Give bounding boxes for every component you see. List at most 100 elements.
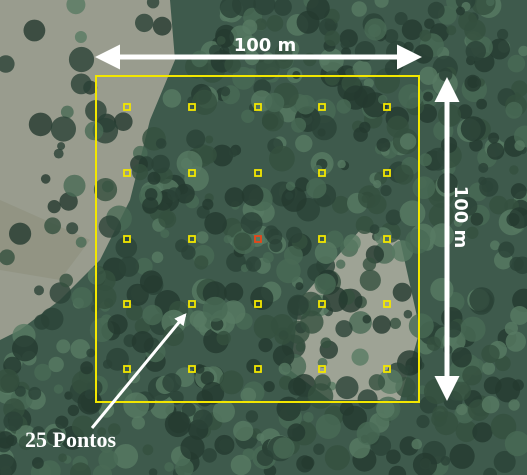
- tree: [135, 14, 153, 32]
- tree: [508, 399, 519, 410]
- tree: [464, 75, 481, 92]
- tree: [427, 337, 441, 351]
- tree: [288, 295, 309, 316]
- tree: [256, 433, 264, 441]
- tree: [423, 92, 433, 102]
- tree: [58, 453, 67, 462]
- tree: [54, 149, 64, 159]
- tree: [460, 317, 485, 342]
- tree: [404, 310, 413, 319]
- tree: [441, 456, 451, 466]
- tree: [370, 224, 380, 234]
- tree: [482, 362, 495, 375]
- tree: [163, 89, 182, 108]
- tree: [262, 109, 284, 131]
- tree: [335, 320, 352, 337]
- tree: [456, 7, 465, 16]
- tree: [75, 31, 87, 43]
- tree: [325, 445, 350, 470]
- tree: [148, 172, 161, 185]
- tree: [295, 135, 312, 152]
- tree: [488, 133, 499, 144]
- tree: [316, 414, 341, 439]
- tree: [3, 412, 23, 432]
- tree: [393, 283, 412, 302]
- tree: [34, 314, 49, 329]
- tree: [233, 421, 253, 441]
- tree: [267, 229, 283, 245]
- tree: [378, 95, 387, 104]
- tree: [481, 345, 499, 363]
- tree: [498, 242, 514, 258]
- tree: [400, 200, 426, 226]
- tree: [195, 364, 205, 374]
- tree: [225, 187, 245, 207]
- tree: [416, 415, 429, 428]
- tree: [205, 136, 213, 144]
- tree: [265, 93, 285, 113]
- tree: [103, 360, 112, 369]
- tree: [390, 318, 401, 329]
- tree: [295, 282, 303, 290]
- tree: [258, 338, 272, 352]
- tree: [360, 270, 381, 291]
- tree: [142, 305, 162, 325]
- tree: [419, 153, 432, 166]
- tree: [152, 251, 164, 263]
- tree: [194, 255, 208, 269]
- tree: [367, 195, 387, 215]
- tree: [59, 274, 73, 288]
- tree: [153, 17, 172, 36]
- tree: [300, 311, 323, 334]
- tree: [414, 44, 434, 64]
- tree: [514, 140, 525, 151]
- tree: [165, 411, 191, 437]
- tree: [156, 138, 167, 149]
- tree: [405, 229, 430, 254]
- tree: [368, 24, 381, 37]
- tree: [99, 215, 121, 237]
- tree: [80, 361, 93, 374]
- tree: [377, 138, 391, 152]
- tree: [446, 25, 456, 35]
- tree: [28, 387, 41, 400]
- tree: [246, 256, 261, 271]
- tree: [461, 116, 486, 141]
- tree: [202, 448, 217, 463]
- tree: [308, 383, 334, 409]
- tree: [143, 444, 154, 455]
- tree: [158, 210, 176, 228]
- tree: [409, 313, 434, 338]
- tree: [219, 438, 233, 452]
- tree: [400, 133, 416, 149]
- tree: [386, 210, 402, 226]
- tree: [324, 30, 340, 46]
- tree: [462, 366, 482, 386]
- tree: [217, 36, 226, 45]
- tree: [509, 257, 523, 271]
- tree: [434, 411, 458, 435]
- points-label: 25 Pontos: [25, 427, 117, 452]
- tree: [231, 455, 252, 475]
- tree: [151, 155, 170, 174]
- tree: [430, 278, 453, 301]
- tree: [286, 182, 295, 191]
- tree: [132, 416, 145, 429]
- tree: [267, 15, 284, 32]
- tree: [264, 381, 275, 392]
- tree: [385, 60, 402, 77]
- tree: [306, 178, 326, 198]
- tree: [229, 148, 238, 157]
- tree: [373, 180, 381, 188]
- tree: [241, 110, 254, 123]
- tree: [123, 392, 149, 418]
- tree: [344, 234, 361, 251]
- tree: [279, 363, 291, 375]
- tree: [487, 142, 504, 159]
- tree: [204, 212, 227, 235]
- tree: [242, 20, 257, 35]
- tree: [34, 285, 44, 295]
- height-label: 100 m: [450, 186, 471, 249]
- tree: [132, 331, 154, 353]
- tree: [285, 192, 293, 200]
